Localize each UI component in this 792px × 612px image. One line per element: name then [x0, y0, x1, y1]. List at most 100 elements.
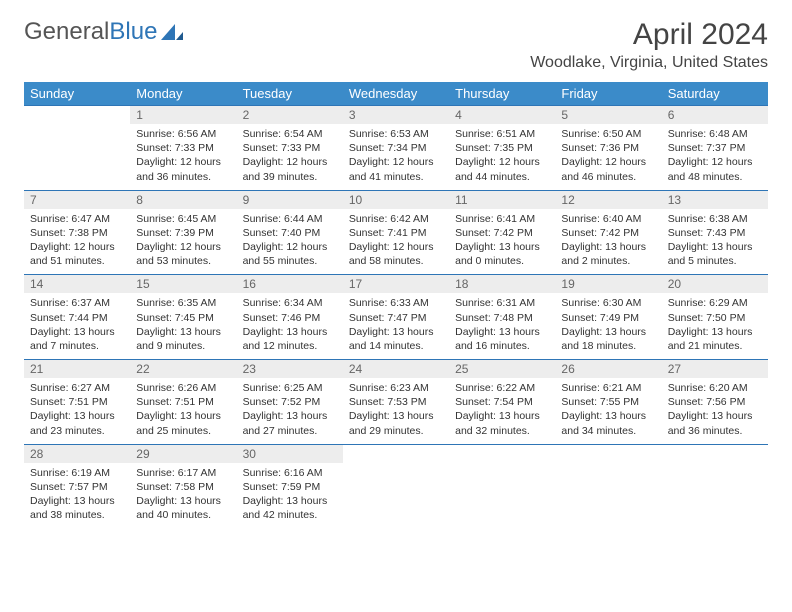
weekday-header: Saturday: [662, 82, 768, 106]
day-number-cell: 16: [237, 275, 343, 294]
day-content-row: Sunrise: 6:47 AMSunset: 7:38 PMDaylight:…: [24, 209, 768, 275]
calendar-body: 123456Sunrise: 6:56 AMSunset: 7:33 PMDay…: [24, 106, 768, 529]
daylight-text-1: Daylight: 13 hours: [243, 494, 337, 508]
day-number-cell: 12: [555, 190, 661, 209]
day-content-cell: Sunrise: 6:22 AMSunset: 7:54 PMDaylight:…: [449, 378, 555, 444]
sunrise-text: Sunrise: 6:27 AM: [30, 381, 124, 395]
weekday-header: Friday: [555, 82, 661, 106]
weekday-header-row: Sunday Monday Tuesday Wednesday Thursday…: [24, 82, 768, 106]
day-content-cell: Sunrise: 6:41 AMSunset: 7:42 PMDaylight:…: [449, 209, 555, 275]
day-number-cell: 2: [237, 106, 343, 125]
daylight-text-1: Daylight: 13 hours: [30, 325, 124, 339]
daylight-text-2: and 38 minutes.: [30, 508, 124, 522]
sunset-text: Sunset: 7:39 PM: [136, 226, 230, 240]
sunset-text: Sunset: 7:54 PM: [455, 395, 549, 409]
daylight-text-2: and 36 minutes.: [136, 170, 230, 184]
daylight-text-1: Daylight: 13 hours: [243, 325, 337, 339]
daylight-text-1: Daylight: 13 hours: [30, 409, 124, 423]
daylight-text-2: and 21 minutes.: [668, 339, 762, 353]
day-number-cell: [662, 444, 768, 463]
daylight-text-2: and 9 minutes.: [136, 339, 230, 353]
day-content-cell: Sunrise: 6:16 AMSunset: 7:59 PMDaylight:…: [237, 463, 343, 529]
sunrise-text: Sunrise: 6:23 AM: [349, 381, 443, 395]
daylight-text-2: and 48 minutes.: [668, 170, 762, 184]
day-content-cell: Sunrise: 6:44 AMSunset: 7:40 PMDaylight:…: [237, 209, 343, 275]
daylight-text-1: Daylight: 13 hours: [455, 240, 549, 254]
sunset-text: Sunset: 7:37 PM: [668, 141, 762, 155]
sunset-text: Sunset: 7:55 PM: [561, 395, 655, 409]
day-number-cell: 1: [130, 106, 236, 125]
day-content-row: Sunrise: 6:27 AMSunset: 7:51 PMDaylight:…: [24, 378, 768, 444]
day-number-cell: 9: [237, 190, 343, 209]
sunrise-text: Sunrise: 6:34 AM: [243, 296, 337, 310]
day-number-cell: 28: [24, 444, 130, 463]
daylight-text-1: Daylight: 13 hours: [455, 325, 549, 339]
sunset-text: Sunset: 7:52 PM: [243, 395, 337, 409]
month-title: April 2024: [530, 18, 768, 52]
logo: GeneralBlue: [24, 18, 185, 46]
day-content-cell: Sunrise: 6:23 AMSunset: 7:53 PMDaylight:…: [343, 378, 449, 444]
daylight-text-2: and 2 minutes.: [561, 254, 655, 268]
header: GeneralBlue April 2024 Woodlake, Virgini…: [24, 18, 768, 72]
daylight-text-2: and 18 minutes.: [561, 339, 655, 353]
daylight-text-1: Daylight: 12 hours: [561, 155, 655, 169]
daylight-text-1: Daylight: 13 hours: [561, 325, 655, 339]
daylight-text-2: and 12 minutes.: [243, 339, 337, 353]
day-content-cell: Sunrise: 6:17 AMSunset: 7:58 PMDaylight:…: [130, 463, 236, 529]
sunset-text: Sunset: 7:57 PM: [30, 480, 124, 494]
day-number-cell: 5: [555, 106, 661, 125]
sunset-text: Sunset: 7:51 PM: [30, 395, 124, 409]
day-content-cell: Sunrise: 6:48 AMSunset: 7:37 PMDaylight:…: [662, 124, 768, 190]
daylight-text-1: Daylight: 12 hours: [349, 155, 443, 169]
daylight-text-1: Daylight: 12 hours: [243, 240, 337, 254]
day-content-row: Sunrise: 6:19 AMSunset: 7:57 PMDaylight:…: [24, 463, 768, 529]
sunrise-text: Sunrise: 6:22 AM: [455, 381, 549, 395]
day-number-cell: 26: [555, 360, 661, 379]
daylight-text-1: Daylight: 12 hours: [30, 240, 124, 254]
day-number-cell: 7: [24, 190, 130, 209]
day-content-cell: [24, 124, 130, 190]
sunrise-text: Sunrise: 6:21 AM: [561, 381, 655, 395]
day-content-row: Sunrise: 6:56 AMSunset: 7:33 PMDaylight:…: [24, 124, 768, 190]
sunset-text: Sunset: 7:42 PM: [455, 226, 549, 240]
daylight-text-2: and 27 minutes.: [243, 424, 337, 438]
day-content-cell: Sunrise: 6:30 AMSunset: 7:49 PMDaylight:…: [555, 293, 661, 359]
daylight-text-2: and 32 minutes.: [455, 424, 549, 438]
daylight-text-2: and 0 minutes.: [455, 254, 549, 268]
sunrise-text: Sunrise: 6:29 AM: [668, 296, 762, 310]
sunrise-text: Sunrise: 6:54 AM: [243, 127, 337, 141]
sunrise-text: Sunrise: 6:45 AM: [136, 212, 230, 226]
daylight-text-2: and 58 minutes.: [349, 254, 443, 268]
day-number-cell: 25: [449, 360, 555, 379]
daylight-text-2: and 5 minutes.: [668, 254, 762, 268]
weekday-header: Wednesday: [343, 82, 449, 106]
day-number-row: 21222324252627: [24, 360, 768, 379]
day-content-cell: [343, 463, 449, 529]
day-number-cell: [343, 444, 449, 463]
day-content-cell: Sunrise: 6:37 AMSunset: 7:44 PMDaylight:…: [24, 293, 130, 359]
sunrise-text: Sunrise: 6:25 AM: [243, 381, 337, 395]
sunset-text: Sunset: 7:50 PM: [668, 311, 762, 325]
sunset-text: Sunset: 7:36 PM: [561, 141, 655, 155]
sunset-text: Sunset: 7:43 PM: [668, 226, 762, 240]
logo-text-general: General: [24, 18, 109, 46]
sunrise-text: Sunrise: 6:37 AM: [30, 296, 124, 310]
daylight-text-1: Daylight: 13 hours: [136, 409, 230, 423]
day-content-cell: Sunrise: 6:47 AMSunset: 7:38 PMDaylight:…: [24, 209, 130, 275]
sunrise-text: Sunrise: 6:53 AM: [349, 127, 443, 141]
weekday-header: Monday: [130, 82, 236, 106]
day-number-cell: 4: [449, 106, 555, 125]
day-content-cell: Sunrise: 6:19 AMSunset: 7:57 PMDaylight:…: [24, 463, 130, 529]
day-content-cell: Sunrise: 6:38 AMSunset: 7:43 PMDaylight:…: [662, 209, 768, 275]
day-number-cell: 19: [555, 275, 661, 294]
day-content-cell: Sunrise: 6:53 AMSunset: 7:34 PMDaylight:…: [343, 124, 449, 190]
sunrise-text: Sunrise: 6:44 AM: [243, 212, 337, 226]
daylight-text-1: Daylight: 12 hours: [455, 155, 549, 169]
day-content-cell: Sunrise: 6:42 AMSunset: 7:41 PMDaylight:…: [343, 209, 449, 275]
logo-sail-icon: [159, 22, 185, 42]
day-number-cell: 8: [130, 190, 236, 209]
sunrise-text: Sunrise: 6:16 AM: [243, 466, 337, 480]
day-number-cell: 11: [449, 190, 555, 209]
day-content-cell: Sunrise: 6:26 AMSunset: 7:51 PMDaylight:…: [130, 378, 236, 444]
day-content-cell: Sunrise: 6:25 AMSunset: 7:52 PMDaylight:…: [237, 378, 343, 444]
